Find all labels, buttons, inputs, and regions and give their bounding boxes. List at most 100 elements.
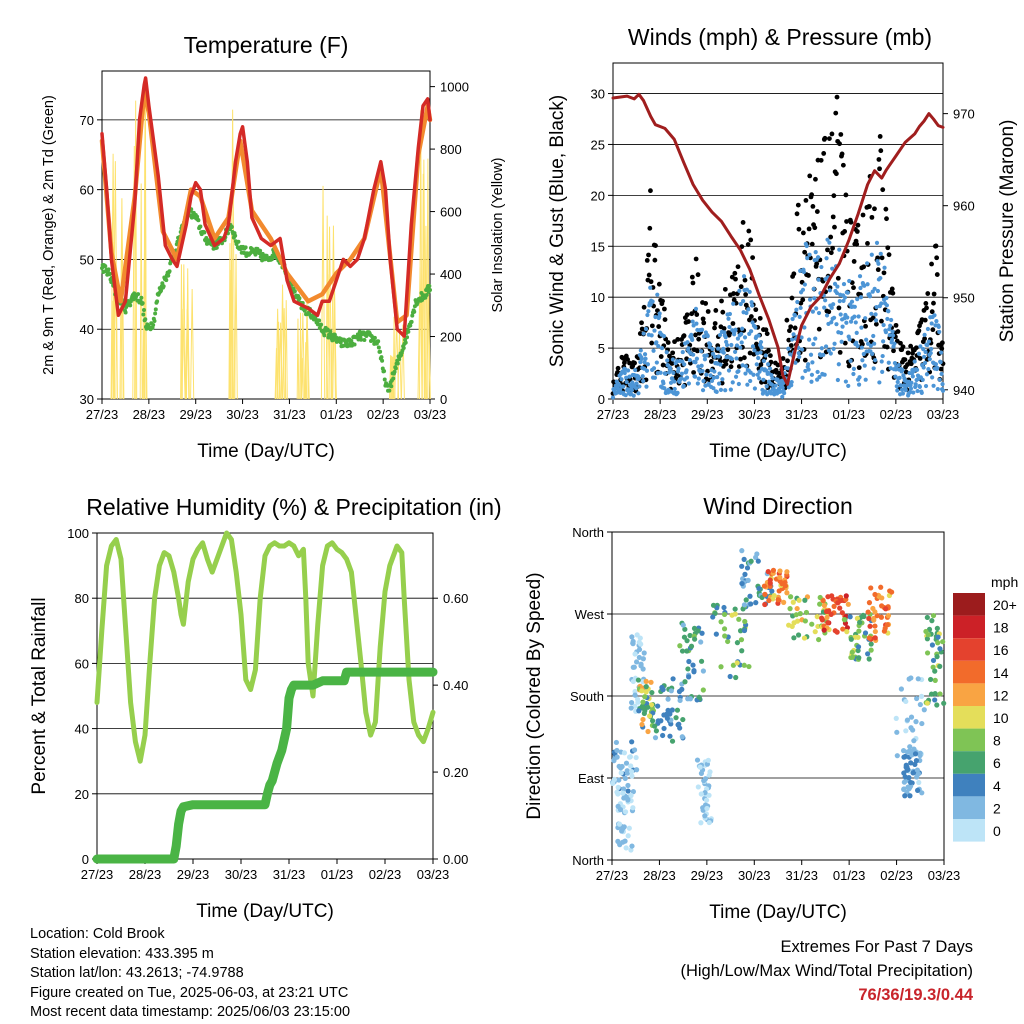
wind-point xyxy=(926,339,931,344)
wind-point xyxy=(815,255,821,260)
gust-point xyxy=(861,264,867,270)
dewpoint-point xyxy=(378,349,383,354)
wind-point xyxy=(619,377,624,382)
direction-point xyxy=(755,558,761,564)
direction-point xyxy=(844,625,850,631)
wind-point xyxy=(740,326,745,331)
dewpoint-point xyxy=(376,339,381,344)
direction-point xyxy=(690,662,696,668)
wind-point xyxy=(662,386,667,391)
direction-point xyxy=(826,608,832,614)
direction-point xyxy=(855,644,862,650)
direction-point xyxy=(832,628,838,634)
gust-point xyxy=(725,347,731,353)
wind-point xyxy=(922,354,927,359)
direction-point xyxy=(611,758,617,764)
gust-point xyxy=(712,325,717,331)
direction-point xyxy=(638,661,644,667)
wind-point xyxy=(840,324,845,329)
y2-axis-label: Solar Insolation (Yellow) xyxy=(490,157,506,312)
wind-point xyxy=(724,339,729,344)
gust-point xyxy=(686,319,691,324)
wind-point xyxy=(834,322,839,327)
wind-point xyxy=(750,344,756,349)
direction-point xyxy=(825,620,831,626)
wind-point xyxy=(825,237,830,242)
dewpoint-point xyxy=(140,301,145,306)
gust-point xyxy=(879,255,885,261)
y-axis-label: 2m & 9m T (Red, Orange) & 2m Td (Green) xyxy=(41,95,57,375)
direction-point xyxy=(679,648,686,654)
wind-point xyxy=(734,343,740,348)
dewpoint-point xyxy=(103,264,108,269)
x-tick-label: 30/23 xyxy=(738,407,771,422)
direction-point xyxy=(902,774,908,780)
direction-point xyxy=(919,720,925,727)
direction-point xyxy=(794,618,801,624)
wind-point xyxy=(857,375,862,380)
wind-point xyxy=(690,337,695,343)
temp-2m-line xyxy=(100,76,432,338)
wind-point xyxy=(798,305,803,311)
wind-point xyxy=(780,385,785,390)
wind-point xyxy=(631,393,636,398)
dewpoint-point xyxy=(128,303,133,308)
x-axis-label: Time (Day/UTC) xyxy=(196,901,334,922)
dewpoint-point xyxy=(393,366,398,371)
direction-point xyxy=(640,656,646,662)
wind-point xyxy=(879,359,884,364)
wind-point xyxy=(880,353,885,359)
wind-point xyxy=(705,333,710,339)
gust-point xyxy=(832,224,837,230)
direction-point xyxy=(861,613,867,620)
x-tick-label: 02/23 xyxy=(880,868,913,883)
wind-point xyxy=(819,346,824,351)
direction-point xyxy=(652,723,658,729)
legend-label: 2 xyxy=(993,800,1001,816)
y-axis-label: Direction (Colored By Speed) xyxy=(524,572,545,819)
wind-point xyxy=(696,376,701,381)
direction-point xyxy=(747,593,753,599)
wind-point xyxy=(871,366,876,371)
gust-point xyxy=(880,187,886,193)
direction-point xyxy=(733,674,739,681)
gust-point xyxy=(922,317,928,323)
wind-point xyxy=(890,333,896,338)
direction-point xyxy=(769,588,775,594)
precip-line xyxy=(92,667,438,864)
gust-point xyxy=(816,326,822,332)
wind-point xyxy=(881,322,886,328)
wind-point xyxy=(743,364,749,369)
direction-point xyxy=(821,602,828,609)
wind-point xyxy=(881,339,886,344)
direction-point xyxy=(741,662,747,668)
y2-axis-label: Station Pressure (Maroon) xyxy=(997,120,1018,343)
direction-point xyxy=(665,696,671,702)
wind-point xyxy=(652,375,658,380)
wind-point xyxy=(773,383,778,388)
wind-point xyxy=(695,381,700,386)
gust-point xyxy=(728,364,734,370)
direction-point xyxy=(924,700,930,706)
wind-point xyxy=(923,349,928,355)
gust-point xyxy=(791,271,797,277)
gust-point xyxy=(818,157,824,163)
gust-point xyxy=(665,340,671,345)
wind-point xyxy=(726,316,731,321)
y-axis-label: Percent & Total Rainfall xyxy=(29,597,50,794)
direction-point xyxy=(932,668,938,674)
direction-point xyxy=(934,654,940,660)
direction-point xyxy=(636,654,642,661)
wind-point xyxy=(900,368,905,373)
wind-point xyxy=(831,346,836,351)
wind-point xyxy=(798,268,803,273)
wind-point xyxy=(935,365,940,371)
wind-point xyxy=(829,320,834,325)
direction-point xyxy=(929,642,936,648)
direction-point xyxy=(737,628,744,634)
wind-point xyxy=(756,355,761,361)
wind-point xyxy=(633,367,638,373)
direction-point xyxy=(682,626,688,632)
gust-point xyxy=(670,350,676,356)
